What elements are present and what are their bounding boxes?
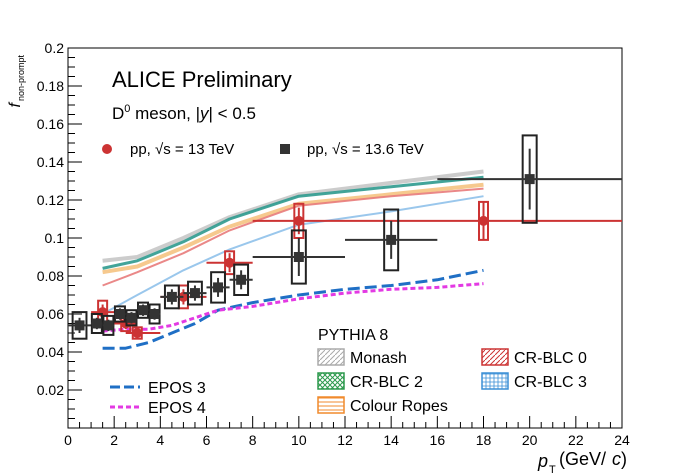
y-axis-label-sub: non-prompt: [16, 54, 26, 101]
data-point-pp136: [236, 274, 247, 285]
legend-swatch-crblc3: [481, 372, 509, 390]
data-point-pp136: [114, 309, 125, 319]
legend-label-colourropes: Colour Ropes: [350, 398, 448, 415]
x-tick-label: 0: [64, 432, 72, 448]
y-tick-labels: 0.02 0.04 0.06 0.08 0.1 0.12 0.14 0.16 0.18 0.2: [37, 40, 64, 398]
model-curve-colourropes: [102, 182, 484, 275]
subtitle-superscript: 0: [124, 103, 130, 115]
data-point-pp136: [126, 312, 137, 323]
legend-swatch-monash: [317, 348, 345, 366]
legend-epos: EPOS 3 EPOS 4: [110, 380, 206, 417]
x-tick-label: 10: [291, 432, 307, 448]
legend-label-epos3: EPOS 3: [148, 380, 206, 397]
model-curve-crblc2: [102, 175, 484, 270]
x-tick-label: 22: [568, 432, 584, 448]
data-points: [68, 134, 622, 340]
x-tick-label: 8: [249, 432, 257, 448]
chart-title: ALICE Preliminary: [112, 67, 292, 92]
legend-pp13-prefix: pp,: [130, 141, 155, 158]
legend-swatch-crblc0: [481, 348, 509, 366]
data-point-pp13: [478, 215, 489, 226]
x-tick-label: 6: [203, 432, 211, 448]
y-tick-label: 0.18: [37, 78, 64, 94]
data-point-pp136: [138, 305, 149, 316]
legend-label-crblc3: CR-BLC 3: [514, 374, 587, 391]
y-axis-label-f: f: [7, 101, 24, 107]
y-tick-label: 0.2: [45, 40, 65, 56]
x-axis-label-unit-c: c: [612, 449, 621, 469]
legend-swatch-colourropes: [317, 396, 345, 414]
x-tick-label: 16: [430, 432, 446, 448]
model-curve-epos3: [102, 268, 484, 350]
svg-text:D0 meson, |y| < 0.5: D0 meson, |y| < 0.5: [112, 103, 256, 123]
data-point-pp136: [103, 320, 114, 331]
data-point-pp136: [166, 291, 177, 302]
legend-pp13-sqrt: √: [155, 141, 164, 158]
x-tick-label: 2: [110, 432, 118, 448]
legend-label-epos4: EPOS 4: [148, 400, 206, 417]
subtitle-rest-prefix: meson, |: [130, 104, 200, 123]
model-curve-monash: [102, 169, 484, 263]
model-curves: [102, 169, 484, 350]
axis-ticks: [67, 47, 623, 428]
legend-marker-pp13: [102, 144, 112, 154]
y-axis-label: f non-prompt: [7, 54, 26, 107]
data-point-pp136: [91, 318, 102, 329]
data-point-pp13: [224, 257, 235, 268]
x-tick-label: 12: [337, 432, 353, 448]
legend-pythia: PYTHIA 8 Monash CR-BLC 2 Colour Ropes CR…: [317, 327, 587, 415]
legend-label-monash: Monash: [350, 350, 407, 367]
data-point-pp136: [386, 234, 397, 245]
subtitle-particle: D: [112, 104, 124, 123]
legend-label-crblc2: CR-BLC 2: [350, 374, 423, 391]
model-curve-crblc3: [102, 195, 484, 315]
legend-label-crblc0: CR-BLC 0: [514, 350, 587, 367]
legend-pp136-suffix: = 13.6 TeV: [348, 141, 424, 158]
data-point-pp136: [189, 288, 200, 299]
y-tick-label: 0.12: [37, 192, 64, 208]
model-curve-epos4: [102, 282, 484, 333]
chart-subtitle: D0 meson, |y| < 0.5: [112, 103, 256, 123]
legend-swatch-crblc2: [317, 372, 345, 390]
svg-text:pp, √s = 13.6 TeV: pp, √s = 13.6 TeV: [307, 141, 424, 158]
x-tick-label: 24: [614, 432, 630, 448]
legend-pp136-s: s: [340, 141, 348, 158]
data-point-pp13: [293, 215, 304, 226]
x-tick-label: 20: [522, 432, 538, 448]
x-axis-label-unit-close: ): [621, 449, 627, 469]
y-tick-label: 0.06: [37, 306, 64, 322]
legend-pythia-header: PYTHIA 8: [318, 327, 388, 344]
legend-pp13-suffix: = 13 TeV: [171, 141, 235, 158]
model-curve-crblc0: [102, 187, 484, 287]
x-tick-label: 14: [383, 432, 399, 448]
x-axis-label-sub: T: [549, 464, 556, 476]
y-tick-label: 0.16: [37, 116, 64, 132]
data-point-pp136: [213, 282, 224, 293]
y-tick-label: 0.04: [37, 344, 64, 360]
y-tick-label: 0.14: [37, 154, 64, 170]
legend-pp13-s: s: [163, 141, 171, 158]
data-point-pp136: [149, 309, 160, 319]
y-tick-label: 0.08: [37, 268, 64, 284]
x-axis-label-p: p: [537, 451, 548, 471]
data-point-pp136: [293, 252, 304, 262]
data-point-pp13: [132, 328, 143, 338]
legend-data: pp, √s = 13 TeV pp, √s = 13.6 TeV: [102, 141, 424, 158]
x-axis-label-unit-open: (GeV/: [559, 449, 606, 469]
data-point-pp136: [74, 320, 85, 331]
data-point-pp136: [524, 174, 535, 185]
subtitle-y: y: [199, 104, 210, 123]
subtitle-rest-suffix: | < 0.5: [209, 104, 256, 123]
svg-text:pp, √s = 13 TeV: pp, √s = 13 TeV: [130, 141, 234, 158]
x-axis-label: p T (GeV/ c ): [537, 449, 627, 476]
legend-pp136-prefix: pp,: [307, 141, 332, 158]
x-tick-label: 4: [156, 432, 164, 448]
x-tick-labels: 0 2 4 6 8 10 12 14 16 18 20 22 24: [64, 432, 630, 448]
y-tick-label: 0.02: [37, 382, 64, 398]
legend-pp136-sqrt: √: [332, 141, 341, 158]
x-tick-label: 18: [476, 432, 492, 448]
legend-marker-pp136: [280, 144, 290, 154]
y-tick-label: 0.1: [45, 230, 65, 246]
